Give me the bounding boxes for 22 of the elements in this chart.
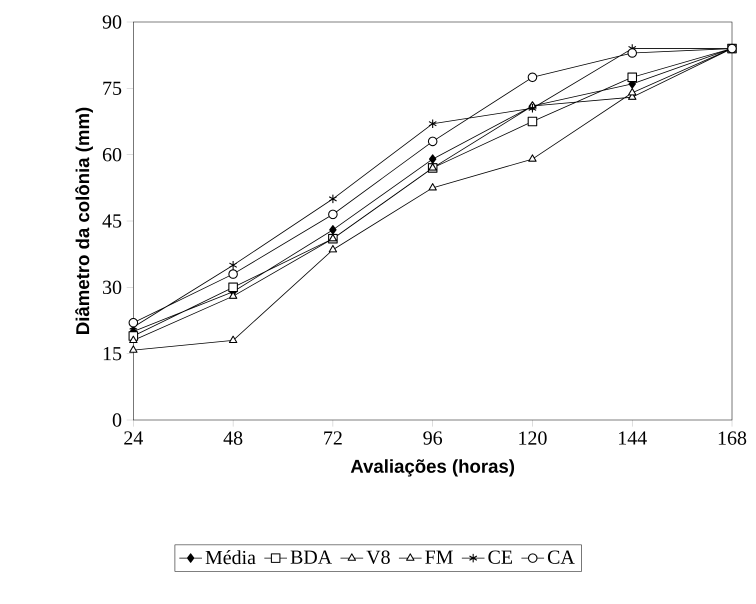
x-tick-label: 120 <box>519 431 547 445</box>
legend-label: CE <box>488 550 512 564</box>
legend-label: CA <box>548 550 575 564</box>
x-tick-label: 96 <box>423 431 442 445</box>
y-tick-label: 30 <box>103 280 122 294</box>
legend-label: Média <box>206 550 256 564</box>
legend-label: BDA <box>290 550 332 564</box>
x-tick-label: 24 <box>124 431 143 445</box>
x-tick-label: 144 <box>619 431 647 444</box>
x-tick-label: 168 <box>718 431 746 445</box>
legend-label: V8 <box>366 550 390 564</box>
y-tick-label: 45 <box>102 214 122 228</box>
y-tick-label: 0 <box>112 413 122 427</box>
y-tick-label: 15 <box>104 347 122 360</box>
y-axis-title: Diâmetro da colônia (mm) <box>75 108 93 334</box>
x-axis-title: Avaliações (horas) <box>350 459 514 477</box>
y-tick-label: 60 <box>102 148 122 162</box>
y-tick-label: 75 <box>103 82 122 95</box>
y-tick-label: 90 <box>102 15 122 29</box>
x-tick-label: 72 <box>324 431 342 445</box>
x-tick-label: 48 <box>224 431 242 445</box>
legend-label: FM <box>425 550 453 564</box>
